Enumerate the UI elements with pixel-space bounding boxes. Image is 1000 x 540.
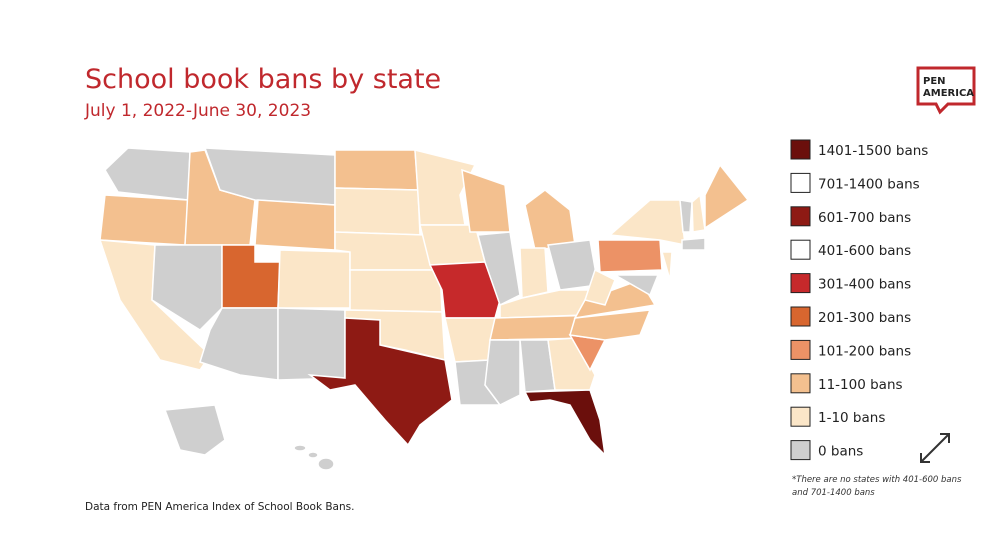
state (681, 237, 706, 251)
legend-swatch (790, 440, 811, 461)
title: School book bans by state (85, 64, 441, 95)
logo-text: PEN (923, 76, 946, 87)
state (307, 451, 319, 459)
source-note: Data from PEN America Index of School Bo… (85, 501, 354, 513)
state (151, 244, 223, 331)
state (691, 193, 706, 233)
state (99, 194, 189, 246)
us-map (98, 147, 750, 471)
state (484, 339, 521, 406)
state (163, 404, 226, 456)
state (104, 147, 191, 201)
legend-swatch (790, 206, 811, 227)
state (317, 457, 335, 471)
legend-label: 301-400 bans (818, 277, 911, 293)
legend: 1401-1500 bans 701-1400 bans 601-700 bans 4… (790, 139, 928, 461)
legend-label: 1-10 bans (818, 410, 885, 426)
state (414, 149, 477, 226)
legend-label: 201-300 bans (818, 310, 911, 326)
legend-label: 701-1400 bans (818, 176, 920, 192)
legend-swatch (790, 373, 811, 394)
logo: PEN AMERICA (916, 66, 976, 115)
state (523, 389, 607, 458)
legend-label: 11-100 bans (818, 377, 903, 393)
state (307, 317, 453, 447)
state (334, 187, 421, 236)
legend-swatch (790, 139, 811, 160)
state (661, 251, 673, 281)
state (477, 231, 521, 307)
state (597, 239, 663, 273)
state (679, 199, 693, 233)
legend-swatch (790, 406, 811, 427)
state (704, 163, 750, 230)
footnote: *There are no states with 401-600 bans (792, 475, 962, 485)
legend-label: 401-600 bans (818, 243, 911, 259)
legend-label: 0 bans (818, 444, 863, 460)
state (293, 444, 307, 452)
state (277, 307, 346, 381)
state (524, 189, 576, 251)
legend-swatch (790, 239, 811, 260)
state (254, 199, 336, 251)
legend-swatch (790, 339, 811, 360)
expand-button[interactable] (920, 433, 950, 463)
legend-swatch (790, 306, 811, 327)
state (584, 268, 616, 306)
state (569, 309, 652, 341)
legend-label: 1401-1500 bans (818, 143, 928, 159)
legend-label: 101-200 bans (818, 343, 911, 359)
state (334, 149, 419, 191)
legend-swatch (790, 172, 811, 193)
legend-label: 601-700 bans (818, 210, 911, 226)
logo-text: AMERICA (923, 88, 974, 99)
state (547, 337, 596, 391)
state (349, 269, 443, 313)
legend-swatch (790, 273, 811, 294)
subtitle: July 1, 2022-June 30, 2023 (84, 101, 311, 121)
state (612, 274, 660, 297)
logo-frame (916, 66, 976, 115)
state (519, 247, 549, 299)
footnote: and 701-1400 bans (792, 488, 875, 498)
state (277, 249, 351, 309)
state (573, 279, 657, 319)
